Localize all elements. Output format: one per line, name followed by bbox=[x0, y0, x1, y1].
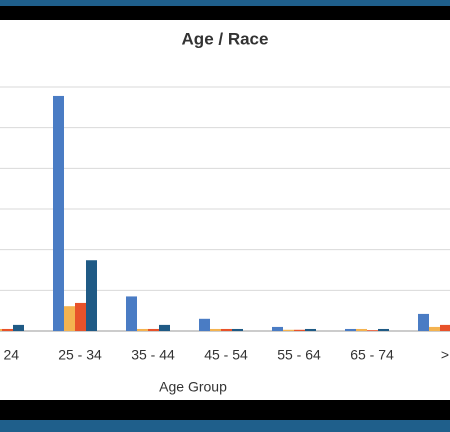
bar bbox=[378, 328, 389, 331]
x-tick-label: 45 - 54 bbox=[204, 347, 248, 363]
x-tick-label: - 24 bbox=[0, 347, 19, 363]
bar bbox=[294, 329, 305, 331]
x-tick-label: > bbox=[441, 347, 449, 363]
bar bbox=[418, 313, 429, 331]
frame-bottom-bar bbox=[0, 400, 450, 420]
x-tick-label: 65 - 74 bbox=[350, 347, 394, 363]
bar bbox=[367, 330, 378, 331]
x-axis-label: Age Group bbox=[159, 379, 227, 395]
frame-bottom-strip bbox=[0, 420, 450, 432]
bar bbox=[345, 328, 356, 331]
bar bbox=[221, 328, 232, 331]
bar bbox=[199, 318, 210, 331]
bar bbox=[148, 328, 159, 331]
bar bbox=[53, 95, 64, 332]
bar bbox=[283, 329, 294, 331]
bar bbox=[210, 328, 221, 331]
bar bbox=[356, 328, 367, 331]
bar bbox=[232, 328, 243, 331]
bar bbox=[272, 326, 283, 331]
x-tick-label: 25 - 34 bbox=[58, 347, 102, 363]
bar bbox=[137, 328, 148, 331]
frame-top-bar bbox=[0, 6, 450, 20]
x-tick-label: 55 - 64 bbox=[277, 347, 321, 363]
bar bbox=[126, 296, 137, 331]
bar bbox=[159, 324, 170, 331]
frame-top-strip bbox=[0, 0, 450, 6]
bar bbox=[440, 324, 450, 331]
bar bbox=[305, 328, 316, 331]
chart-title: Age / Race bbox=[182, 29, 269, 48]
bar bbox=[75, 302, 86, 331]
bar bbox=[0, 328, 2, 331]
x-tick-label: 35 - 44 bbox=[131, 347, 175, 363]
bar bbox=[13, 324, 24, 331]
bar bbox=[429, 326, 440, 331]
bar bbox=[64, 306, 75, 331]
bar bbox=[2, 328, 13, 331]
bar bbox=[86, 260, 97, 331]
